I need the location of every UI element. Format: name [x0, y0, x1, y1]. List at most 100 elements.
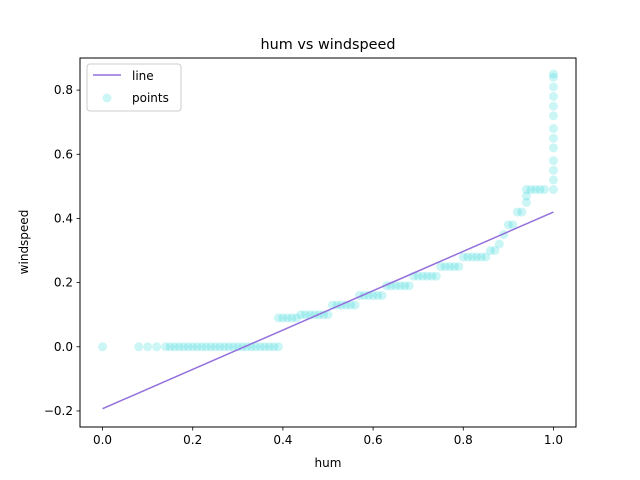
scatter-point: [346, 300, 356, 310]
axes-frame: [79, 57, 577, 428]
scatter-point: [521, 185, 531, 195]
scatter-point: [548, 111, 558, 121]
scatter-point: [503, 220, 513, 230]
scatter-point: [548, 143, 558, 153]
scatter-point: [548, 72, 558, 82]
scatter-point: [201, 342, 211, 352]
x-tick-label: 0.6: [364, 433, 383, 447]
scatter-point: [210, 342, 220, 352]
scatter-point: [391, 281, 401, 291]
scatter-point: [526, 185, 536, 195]
scatter-point: [264, 342, 274, 352]
scatter-point: [400, 281, 410, 291]
scatter-point: [508, 220, 518, 230]
scatter-point: [427, 271, 437, 281]
scatter-point: [300, 310, 310, 320]
scatter-point: [251, 342, 261, 352]
y-axis-label: windspeed: [17, 210, 31, 275]
scatter-point: [260, 342, 270, 352]
scatter-point: [490, 246, 500, 256]
scatter-point: [161, 342, 171, 352]
legend-label-line: line: [132, 69, 154, 83]
scatter-point: [165, 342, 175, 352]
scatter-point: [548, 82, 558, 92]
scatter-point: [472, 252, 482, 262]
x-tick-label: 0.0: [93, 433, 112, 447]
scatter-point: [98, 342, 108, 352]
scatter-point: [548, 165, 558, 175]
scatter-point: [350, 300, 360, 310]
scatter-point: [418, 271, 428, 281]
scatter-point: [467, 252, 477, 262]
scatter-point: [512, 207, 522, 217]
scatter-point: [494, 239, 504, 249]
scatter-point: [445, 262, 455, 272]
scatter-point: [548, 69, 558, 79]
scatter-point: [192, 342, 202, 352]
scatter-point: [143, 342, 153, 352]
scatter-point: [517, 207, 527, 217]
scatter-point: [548, 156, 558, 166]
y-tick-label: 0.8: [54, 83, 73, 97]
scatter-point: [454, 262, 464, 272]
scatter-point: [539, 185, 549, 195]
scatter-point: [548, 133, 558, 143]
scatter-point: [170, 342, 180, 352]
y-tick-label: 0.2: [54, 276, 73, 290]
scatter-point: [481, 252, 491, 262]
scatter-point: [476, 252, 486, 262]
scatter-point: [404, 281, 414, 291]
y-tick-label: 0.0: [54, 340, 73, 354]
scatter-point: [548, 92, 558, 102]
y-tick-label: −0.2: [44, 404, 73, 418]
scatter-point: [422, 271, 432, 281]
scatter-point: [287, 313, 297, 323]
scatter-point: [548, 124, 558, 134]
scatter-point: [183, 342, 193, 352]
scatter-point: [485, 246, 495, 256]
scatter-point: [530, 185, 540, 195]
scatter-point: [269, 342, 279, 352]
axis-ticks: 0.0 0.2 0.4 0.6 0.8 1.0 −0.2 0.0 0.2 0.4 0.6 0.8: [44, 83, 563, 447]
scatter-point: [179, 342, 189, 352]
scatter-point: [458, 252, 468, 262]
scatter-point: [440, 262, 450, 272]
plot-area: [98, 69, 558, 410]
scatter-point: [134, 342, 144, 352]
scatter-point: [318, 310, 328, 320]
chart-title: hum vs windspeed: [261, 37, 396, 53]
scatter-point: [535, 185, 545, 195]
y-tick-label: 0.4: [54, 211, 73, 225]
scatter-point: [377, 290, 387, 300]
scatter-point: [255, 342, 265, 352]
scatter-point: [463, 252, 473, 262]
scatter-point: [273, 313, 283, 323]
scatter-point: [273, 342, 283, 352]
scatter-point: [152, 342, 162, 352]
x-tick-label: 1.0: [544, 433, 563, 447]
scatter-point: [188, 342, 198, 352]
scatter-point: [228, 342, 238, 352]
scatter-point: [206, 342, 216, 352]
scatter-point: [323, 310, 333, 320]
scatter-point: [449, 262, 459, 272]
scatter-point: [174, 342, 184, 352]
scatter-point: [291, 313, 301, 323]
fit-line: [102, 211, 554, 410]
scatter-point: [373, 290, 383, 300]
x-tick-label: 0.4: [273, 433, 292, 447]
scatter-point: [197, 342, 207, 352]
scatter-point: [278, 313, 288, 323]
y-tick-label: 0.6: [54, 147, 73, 161]
scatter-point: [368, 290, 378, 300]
scatter-point: [431, 271, 441, 281]
x-tick-label: 0.2: [183, 433, 202, 447]
scatter-point: [548, 175, 558, 185]
scatter-point: [521, 197, 531, 207]
scatter-point: [224, 342, 234, 352]
scatter-point: [395, 281, 405, 291]
scatter-point: [436, 262, 446, 272]
x-tick-label: 0.8: [454, 433, 473, 447]
scatter-point: [548, 101, 558, 111]
scatter-point: [521, 191, 531, 201]
